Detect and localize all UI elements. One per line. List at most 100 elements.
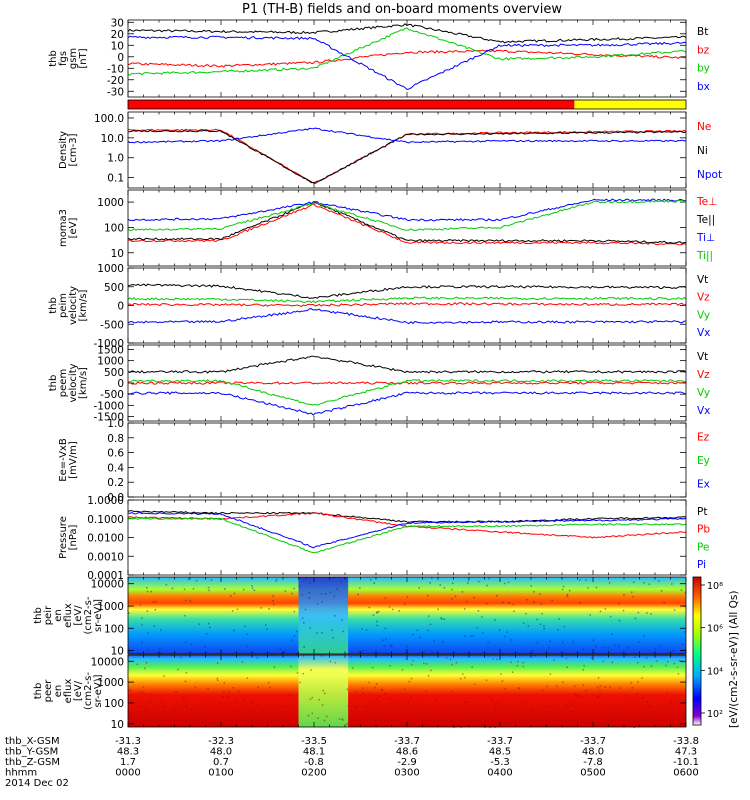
spectrogram-speckle (153, 625, 156, 627)
spectrogram-speckle (416, 716, 418, 718)
spectrogram-speckle (239, 710, 241, 712)
spectrogram-speckle (393, 703, 395, 705)
spectrogram-speckle (190, 708, 193, 711)
spectrogram-speckle (558, 618, 560, 620)
colorbar-tick-label: 10² (707, 709, 723, 720)
spectrogram-speckle (316, 602, 319, 605)
spectrogram-speckle (539, 623, 542, 626)
spectrogram-speckle (228, 690, 230, 693)
spectrogram-speckle (646, 701, 648, 703)
spectrogram-speckle (443, 618, 445, 620)
spectrogram-speckle (342, 719, 344, 721)
spectrogram-speckle (451, 663, 453, 666)
spectrogram-speckle (379, 695, 381, 698)
y-tick-label: 10 (111, 248, 124, 260)
spectrogram-speckle (165, 583, 168, 586)
orbit-cell: 1.7 (120, 757, 136, 768)
spectrogram-speckle (634, 617, 637, 620)
spectrogram-speckle (392, 608, 394, 611)
spectrogram-speckle (412, 659, 414, 662)
y-axis-label: Ee=-VxB (58, 438, 69, 482)
spectrogram-speckle (365, 629, 368, 631)
spectrogram-speckle (618, 687, 621, 689)
spectrogram-speckle (321, 704, 324, 706)
spectrogram-speckle (371, 666, 374, 669)
spectrogram-speckle (317, 717, 319, 719)
orbit-row-label: thb_Z-GSM (5, 757, 60, 768)
spectrogram-speckle (549, 673, 552, 675)
spectrogram-speckle (684, 591, 687, 594)
spectrogram-speckle (205, 633, 208, 635)
spectrogram-speckle (369, 578, 372, 581)
y-tick-label: 10 (111, 646, 124, 658)
spectrogram-speckle (609, 615, 612, 618)
orbit-table: thb_X-GSM -31.3 -32.3 -33.5 -33.7 -33.7 -33.7 -… (5, 736, 699, 789)
spectrogram-speckle (527, 625, 530, 627)
series-line-Te|| (127, 201, 687, 244)
spectrogram-speckle (211, 721, 213, 724)
spectrogram-speckle (572, 640, 575, 643)
spectrogram-speckle (257, 686, 259, 689)
spectrogram-speckle (572, 655, 574, 657)
spectrogram-speckle (496, 658, 498, 661)
spectrogram-speckle (189, 600, 192, 602)
spectrogram-speckle (284, 590, 287, 592)
spectrogram-speckle (408, 680, 410, 683)
spectrogram-speckle (565, 657, 568, 660)
spectrogram-speckle (541, 612, 543, 615)
y-tick-label: 1.0 (107, 418, 124, 430)
spectrogram-speckle (650, 613, 652, 615)
spectrogram-speckle (361, 687, 364, 689)
y-tick-label: 10000 (91, 656, 124, 668)
spectrogram-speckle (141, 617, 143, 619)
spectrogram-speckle (477, 610, 480, 612)
spectrogram-speckle (467, 579, 470, 582)
y-axis-label: [nPa] (68, 524, 79, 550)
spectrogram-speckle (465, 600, 468, 603)
spectrogram-speckle (129, 650, 131, 653)
plot-area (128, 500, 686, 575)
spectrogram-speckle (185, 599, 187, 602)
spectrogram-speckle (541, 689, 544, 692)
spectrogram-speckle (136, 663, 139, 666)
spectrogram-speckle (160, 629, 162, 631)
spectrogram-speckle (481, 632, 484, 634)
y-axis-label: peir (43, 605, 54, 625)
spectrogram-speckle (643, 665, 645, 668)
y-tick-label: 500 (104, 367, 124, 379)
y-axis-label: thb (48, 375, 59, 392)
spectrogram-speckle (623, 695, 626, 697)
spectrogram-speckle (302, 655, 305, 657)
spectrogram-speckle (243, 698, 245, 701)
y-axis-label: eflux (63, 603, 74, 628)
spectrogram-speckle (543, 625, 545, 627)
spectrogram-speckle (275, 580, 277, 582)
y-tick-label: -20 (107, 75, 124, 87)
spectrogram-speckle (654, 647, 657, 650)
legend-label: Pe (697, 541, 709, 553)
spectrogram-speckle (659, 645, 661, 648)
spectrogram-speckle (609, 686, 611, 688)
orbit-cell: 0000 (115, 768, 140, 779)
spectrogram-speckle (636, 696, 639, 699)
orbit-cell: -10.1 (673, 757, 699, 768)
spectrogram-speckle (183, 725, 185, 728)
y-tick-label: -30 (107, 86, 124, 98)
spectrogram-speckle (231, 610, 234, 612)
spectrogram-speckle (184, 680, 187, 683)
spectrogram-speckle (150, 590, 153, 593)
spectrogram-speckle (425, 663, 428, 665)
spectrogram-speckle (384, 693, 386, 695)
spectrogram-speckle (451, 588, 453, 591)
spectrogram-speckle (227, 695, 230, 698)
spectrogram-speckle (646, 612, 648, 614)
orbit-cell: -5.3 (490, 757, 510, 768)
spectrogram-speckle (299, 681, 301, 684)
spectrogram-speckle (223, 588, 226, 590)
spectrogram-speckle (622, 609, 625, 612)
y-tick-label: 1500 (97, 344, 124, 356)
spectrogram-speckle (329, 591, 332, 594)
orbit-cell: -33.7 (394, 736, 420, 747)
spectrogram-speckle (365, 706, 367, 708)
spectrogram-speckle (145, 661, 148, 664)
